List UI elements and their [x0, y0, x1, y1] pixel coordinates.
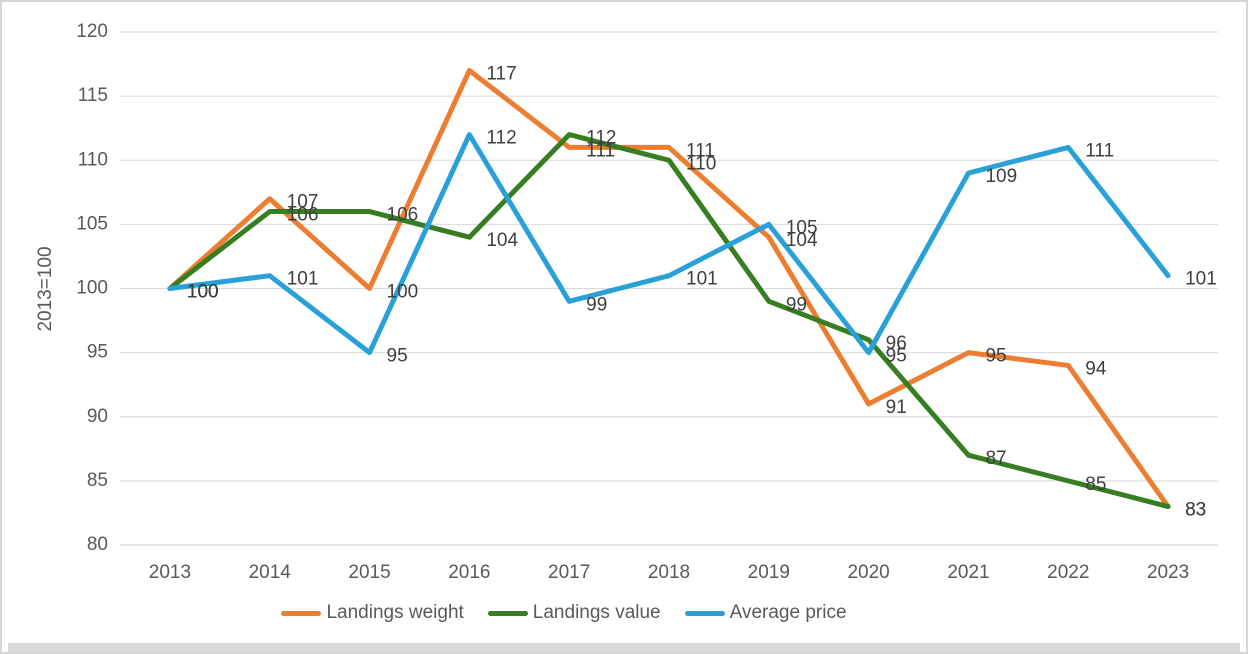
y-axis-tick-label: 95 [87, 342, 108, 363]
data-label-landings-value: 112 [586, 128, 616, 149]
data-label-average-price: 99 [586, 294, 607, 315]
y-axis-tick-label: 100 [76, 278, 108, 299]
data-label-landings-weight: 111 [586, 140, 615, 161]
legend-swatch-landings-value [487, 610, 528, 616]
data-label-landings-value: 85 [1085, 474, 1106, 495]
legend-item-landings-weight[interactable]: Landings weight [281, 602, 464, 624]
series-line-landings-value[interactable] [167, 132, 1171, 510]
data-label-landings-weight: 104 [786, 230, 818, 251]
data-label-landings-value: 100 [187, 282, 219, 303]
data-label-landings-value: 87 [985, 448, 1006, 469]
data-label-landings-weight: 107 [287, 192, 319, 213]
data-label-landings-weight: 95 [985, 346, 1006, 367]
legend-item-average-price[interactable]: Average price [684, 602, 847, 624]
y-axis-tick-label: 120 [76, 21, 108, 42]
legend-item-landings-value[interactable]: Landings value [487, 602, 661, 624]
data-label-landings-weight: 100 [387, 282, 419, 303]
data-label-average-price: 112 [486, 128, 516, 149]
x-axis-tick-label: 2020 [847, 562, 889, 583]
data-label-average-price: 111 [1085, 140, 1114, 161]
data-label-landings-value: 96 [886, 333, 907, 354]
data-label-landings-value: 106 [287, 205, 319, 226]
x-axis-tick-label: 2019 [748, 562, 790, 583]
legend-swatch-landings-weight [281, 610, 322, 616]
x-axis-tick-label: 2015 [348, 562, 390, 583]
data-label-landings-value: 110 [686, 153, 716, 174]
legend: Landings weight Landings value Average pri… [2, 599, 1188, 627]
x-axis-tick-label: 2013 [149, 562, 191, 583]
series-line-average-price[interactable] [167, 132, 1171, 356]
data-label-landings-value: 106 [387, 205, 419, 226]
y-axis-tick-label: 80 [87, 534, 108, 555]
data-label-landings-value: 83 [1185, 500, 1206, 521]
data-label-average-price: 95 [886, 346, 907, 367]
data-label-landings-value: 104 [486, 230, 518, 251]
x-axis-tick-label: 2014 [249, 562, 292, 583]
y-axis-tick-label: 90 [87, 406, 108, 427]
data-label-landings-weight: 91 [886, 397, 907, 418]
data-label-landings-value: 99 [786, 294, 807, 315]
y-axis-tick-label: 110 [78, 149, 108, 170]
data-label-average-price: 105 [786, 217, 818, 238]
data-label-average-price: 101 [287, 269, 319, 290]
x-axis-tick-label: 2021 [947, 562, 989, 583]
line-chart: 120 115 110 105 100 95 90 85 80 2013 2014 2015 2016 2… [35, 21, 1218, 583]
x-axis-tick-label: 2023 [1147, 562, 1189, 583]
series-line-landings-weight[interactable] [167, 67, 1171, 510]
data-label-average-price: 100 [187, 282, 219, 303]
data-label-landings-weight: 100 [187, 282, 219, 303]
y-axis-tick-label: 115 [78, 85, 108, 106]
x-axis-tick-label: 2017 [548, 562, 590, 583]
data-label-landings-weight: 111 [686, 140, 715, 161]
x-axis-tick-label: 2018 [648, 562, 690, 583]
data-label-average-price: 101 [686, 269, 718, 290]
data-label-average-price: 101 [1185, 269, 1217, 290]
data-label-average-price: 109 [985, 166, 1017, 187]
y-axis-title: 2013=100 [35, 246, 56, 331]
legend-swatch-average-price [684, 610, 725, 616]
data-label-landings-weight: 117 [486, 63, 516, 84]
y-axis-tick-label: 85 [87, 470, 108, 491]
legend-label: Landings value [532, 602, 661, 623]
data-label-landings-weight: 83 [1185, 500, 1206, 521]
x-axis-tick-label: 2022 [1047, 562, 1089, 583]
legend-label: Average price [729, 602, 847, 623]
data-label-average-price: 95 [387, 346, 408, 367]
data-label-landings-weight: 94 [1085, 358, 1107, 379]
y-axis-tick-label: 105 [76, 213, 108, 234]
horizontal-scrollbar[interactable] [8, 643, 1240, 652]
legend-label: Landings weight [326, 602, 464, 623]
x-axis-tick-label: 2016 [448, 562, 490, 583]
